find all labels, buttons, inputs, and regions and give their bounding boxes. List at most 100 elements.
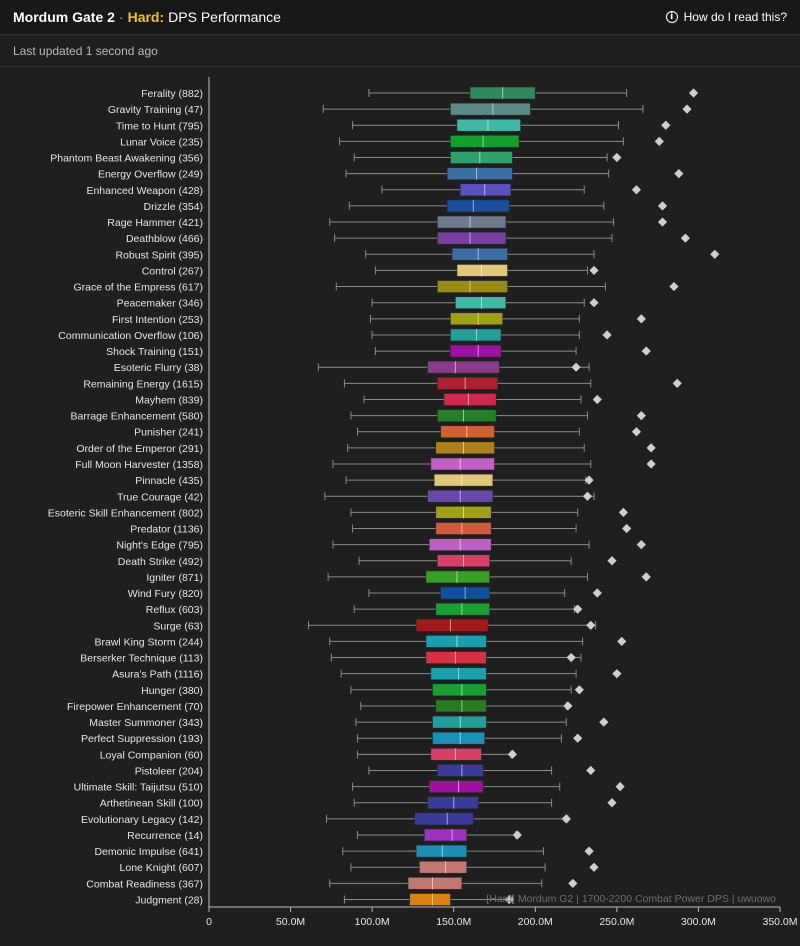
max-marker [574, 685, 584, 695]
max-marker [507, 749, 518, 759]
row-label: Drizzle (354) [143, 201, 203, 213]
row-label: Surge (63) [153, 620, 203, 632]
iqr-box [435, 522, 492, 535]
row-label: Punisher (241) [134, 427, 203, 439]
max-marker [573, 604, 583, 614]
iqr-box [432, 683, 487, 697]
max-marker [661, 120, 671, 130]
row-label: Phantom Beast Awakening (356) [50, 153, 203, 165]
max-marker [607, 798, 617, 808]
iqr-box [451, 248, 508, 261]
iqr-box [425, 570, 490, 584]
row-label: Shock Training (151) [106, 346, 203, 358]
row-label: Asura's Path (1116) [112, 669, 203, 681]
max-marker [646, 443, 656, 453]
row-label: Firepower Enhancement (70) [67, 701, 203, 713]
iqr-box [414, 812, 474, 826]
max-marker [710, 249, 720, 259]
max-marker [589, 298, 599, 308]
row-label: Hunger (380) [141, 685, 203, 697]
row-label: Esoteric Flurry (38) [114, 362, 203, 374]
iqr-box [428, 780, 484, 793]
last-updated-text: Last updated 1 second ago [13, 43, 158, 58]
iqr-box [450, 328, 502, 342]
row-label: Lone Knight (607) [120, 862, 203, 874]
iqr-box [424, 828, 468, 842]
max-marker [584, 846, 594, 856]
row-label: Barrage Enhancement (580) [71, 411, 204, 423]
max-marker [636, 540, 646, 550]
row-label: Time to Hunt (795) [116, 120, 203, 132]
max-marker [622, 523, 632, 534]
iqr-box [419, 860, 468, 874]
row-label: Combat Readiness (367) [86, 878, 203, 890]
max-marker [641, 572, 651, 582]
iqr-box [430, 457, 495, 471]
row-label: Remaining Energy (1615) [83, 378, 203, 390]
row-label: Evolutionary Legacy (142) [81, 814, 203, 826]
max-marker [566, 652, 576, 663]
help-link[interactable]: i How do I read this? [665, 10, 787, 24]
iqr-box [450, 102, 531, 116]
row-label: Ferality (882) [141, 88, 203, 100]
max-marker [631, 185, 642, 195]
max-marker [561, 814, 571, 824]
max-marker [582, 491, 593, 501]
row-label: Order of the Emperor (291) [76, 443, 203, 455]
iqr-box [450, 151, 513, 164]
max-marker [612, 669, 622, 679]
max-marker [674, 169, 684, 179]
row-label: First Intention (253) [112, 314, 203, 326]
row-label: Full Moon Harvester (1358) [75, 459, 203, 471]
row-label: Pistoleer (204) [135, 765, 203, 777]
iqr-box [446, 167, 513, 180]
row-label: Mayhem (839) [135, 394, 203, 406]
raid-name: Mordum Gate 2 [13, 9, 115, 25]
max-marker [586, 620, 596, 630]
max-marker [682, 104, 692, 114]
row-label: Energy Overflow (249) [98, 169, 203, 181]
row-label: Wind Fury (820) [128, 588, 203, 600]
row-label: Reflux (603) [146, 604, 203, 616]
row-label: Gravity Training (47) [108, 104, 203, 116]
iqr-box [456, 264, 508, 277]
max-marker [607, 556, 617, 566]
last-updated-bar: Last updated 1 second ago [0, 35, 800, 67]
iqr-box [450, 135, 520, 148]
x-tick-label: 350.0M [762, 916, 797, 928]
row-label: Grace of the Empress (617) [73, 282, 203, 294]
max-marker [680, 233, 690, 243]
difficulty-label: Hard: [127, 9, 165, 25]
row-label: Recurrence (14) [127, 830, 203, 842]
chart-area: Ferality (882) Gravity Training (47) Time … [0, 67, 800, 941]
max-marker [688, 88, 699, 98]
max-marker [571, 362, 581, 372]
max-marker [618, 507, 628, 517]
row-label: Judgment (28) [135, 895, 203, 907]
info-icon: i [665, 11, 678, 23]
iqr-box [430, 748, 482, 761]
iqr-box [425, 651, 487, 664]
iqr-box [446, 199, 510, 213]
iqr-box [432, 731, 486, 745]
iqr-box [433, 473, 494, 487]
iqr-box [432, 715, 487, 729]
row-label: Deathblow (466) [126, 233, 203, 245]
max-marker [589, 265, 599, 276]
row-label: True Courage (42) [117, 491, 203, 503]
row-label: Robust Spirit (395) [115, 249, 203, 261]
row-label: Loyal Companion (60) [100, 749, 203, 761]
row-label: Berserker Technique (113) [80, 653, 203, 665]
max-marker [573, 733, 583, 743]
page-header: Mordum Gate 2 · Hard: DPS Performance i How… [0, 0, 800, 35]
iqr-box [437, 280, 508, 293]
row-label: Peacemaker (346) [117, 298, 203, 310]
row-label: Igniter (871) [146, 572, 203, 584]
max-marker [592, 394, 602, 405]
max-marker [672, 378, 682, 388]
iqr-box [455, 296, 507, 309]
max-marker [563, 701, 573, 711]
iqr-box [437, 764, 484, 777]
chart-watermark: [Hard] Mordum G2 | 1700-2200 Combat Powe… [486, 893, 776, 905]
iqr-box [450, 312, 503, 326]
